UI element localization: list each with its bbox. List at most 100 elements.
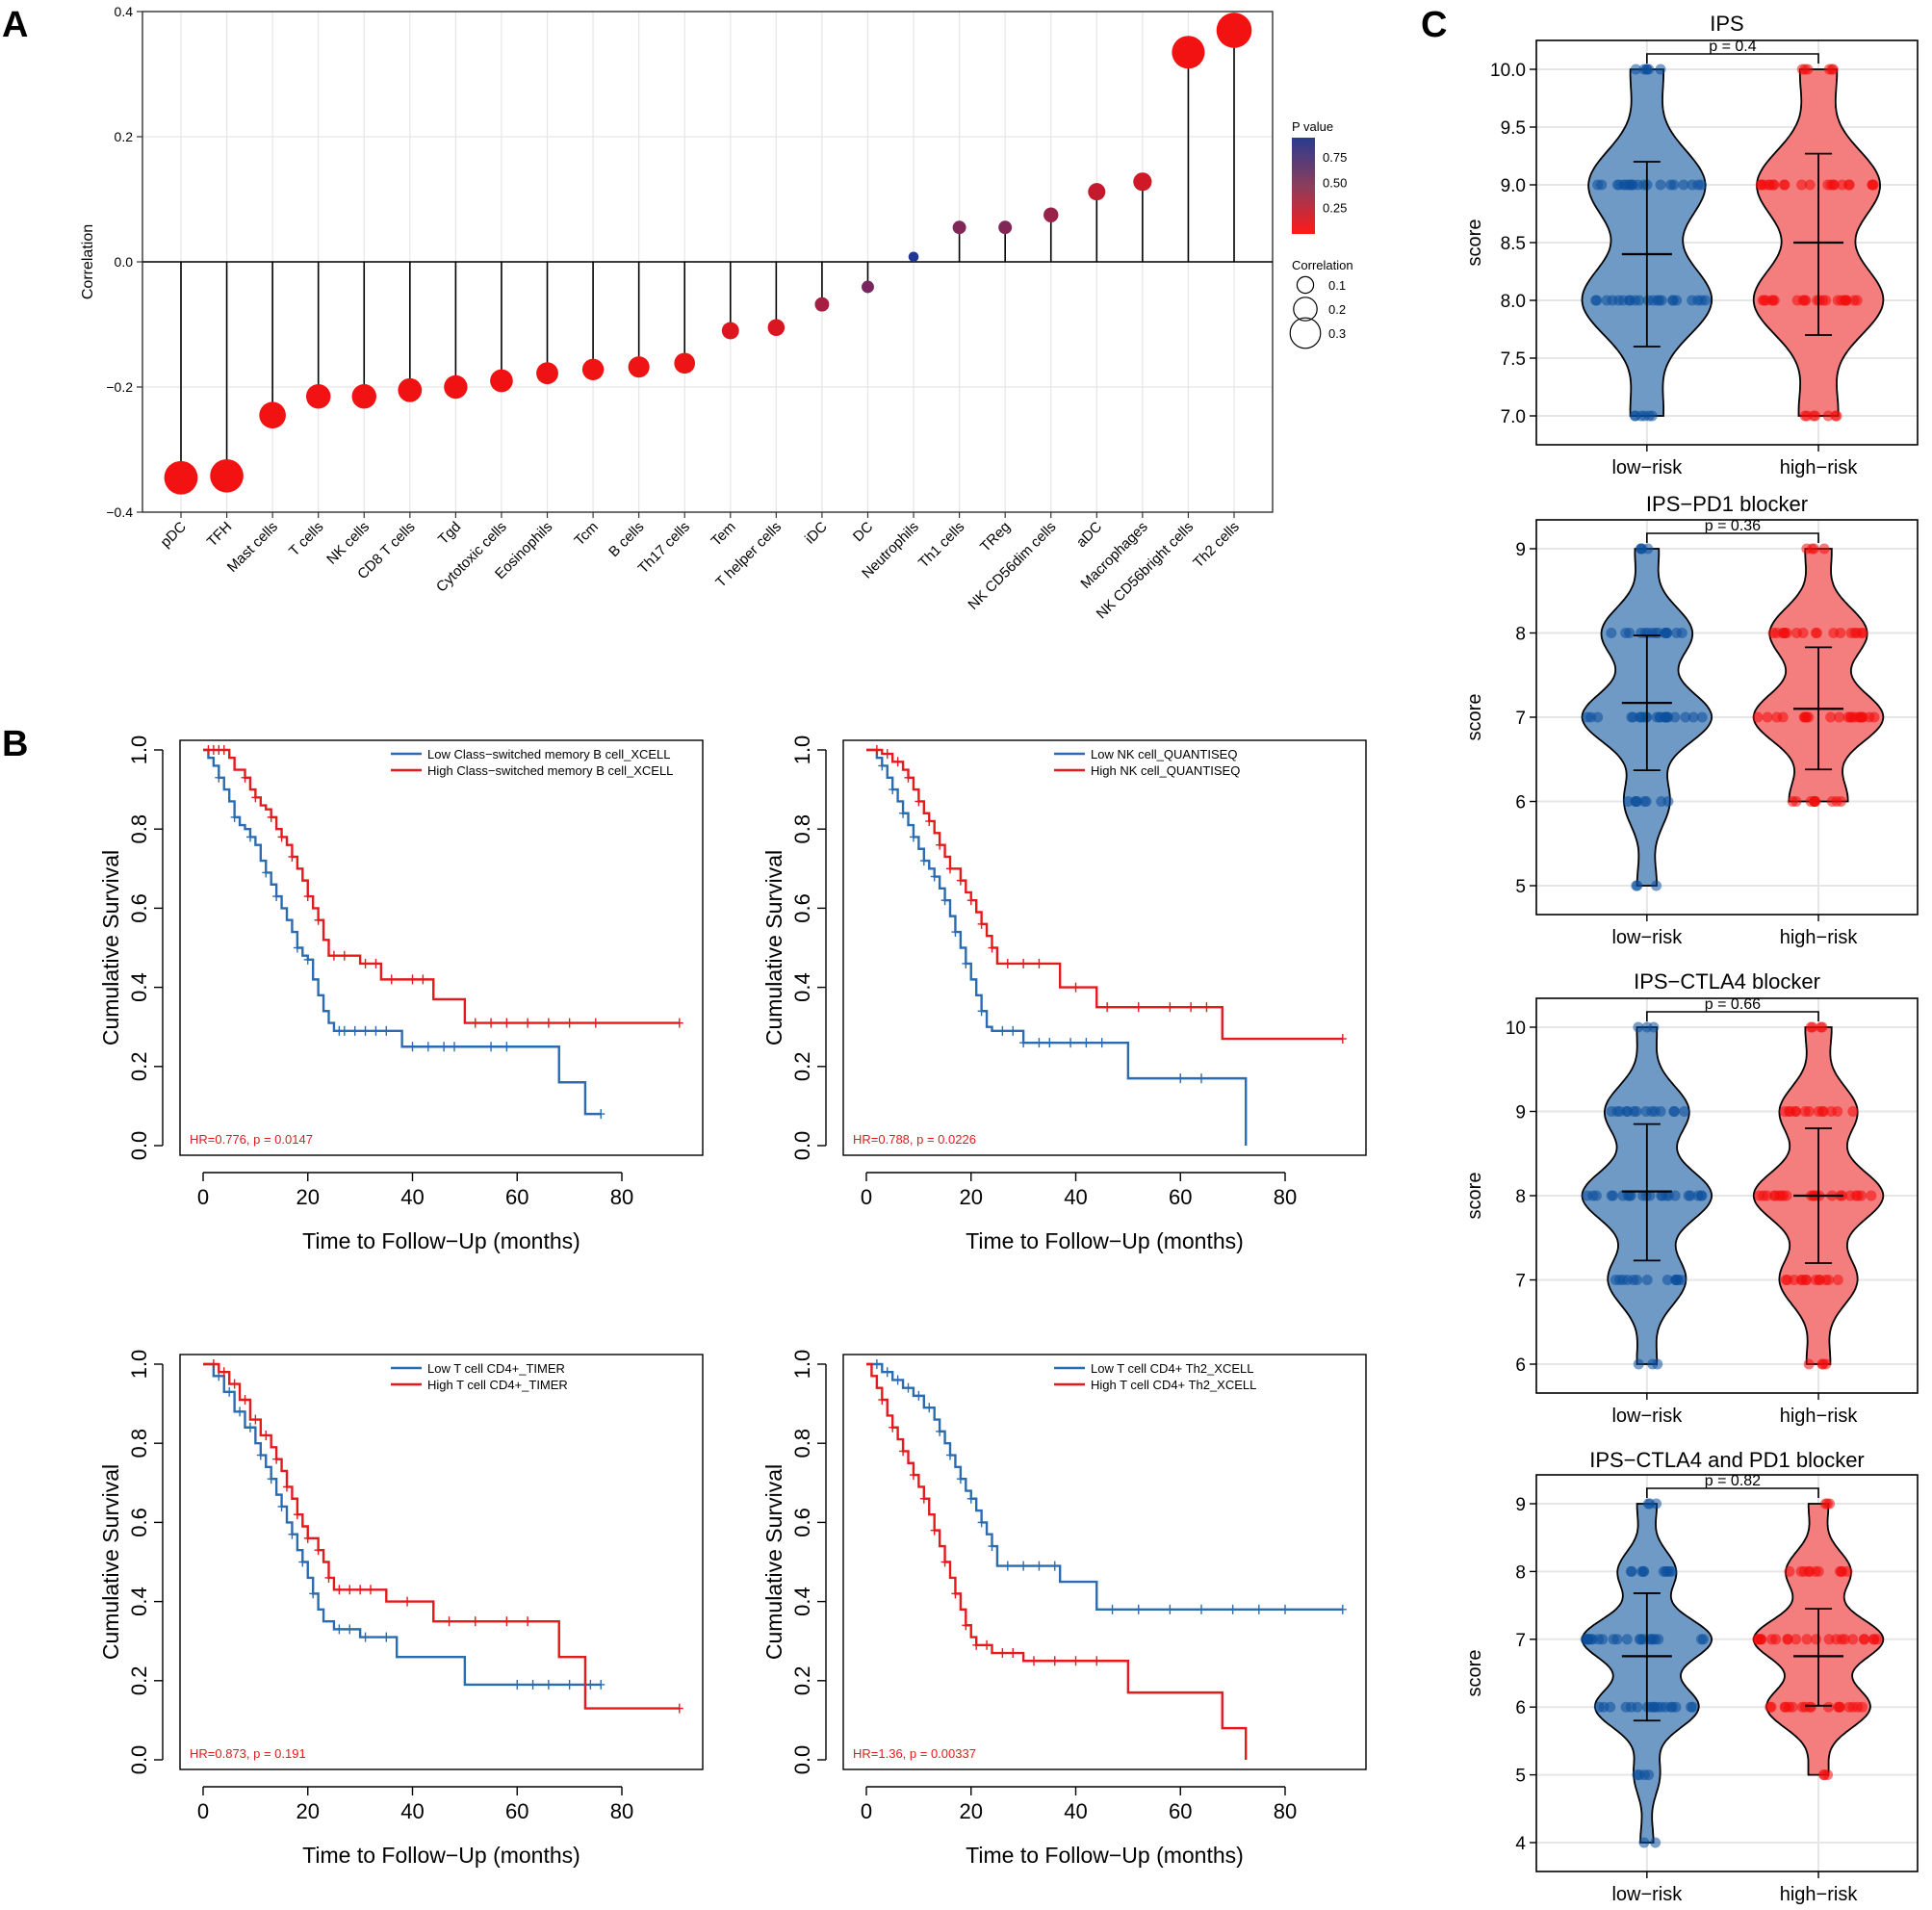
lollipop-dot xyxy=(164,460,198,495)
jitter-point xyxy=(1679,1106,1690,1117)
jitter-point xyxy=(1858,1634,1869,1645)
y-tick-label: 0.6 xyxy=(790,893,814,923)
y-tick-label: 7 xyxy=(1515,709,1526,729)
jitter-point xyxy=(1757,295,1768,306)
jitter-point xyxy=(1765,1701,1776,1713)
y-tick-label: 0.6 xyxy=(790,1508,814,1537)
jitter-point xyxy=(1789,1275,1800,1285)
hr-annotation: HR=0.788, p = 0.0226 xyxy=(853,1132,976,1147)
p-bracket xyxy=(1646,1011,1819,1021)
jitter-point xyxy=(1678,179,1689,191)
y-tick-label: 7 xyxy=(1515,1272,1526,1292)
lollipop-dot xyxy=(305,384,331,409)
jitter-point xyxy=(1832,1275,1843,1285)
jitter-point xyxy=(1802,64,1814,75)
km-curve-high xyxy=(203,1362,680,1710)
y-tick-label: 0.4 xyxy=(127,1587,151,1616)
lollipop-dot xyxy=(1088,183,1106,201)
jitter-point xyxy=(1611,1634,1623,1645)
jitter-point xyxy=(1591,295,1603,306)
jitter-point xyxy=(1767,628,1779,638)
y-tick-label: 8.5 xyxy=(1501,234,1526,254)
jitter-point xyxy=(1767,179,1779,191)
jitter-point xyxy=(1796,1701,1808,1713)
pvalue-legend: P value 0.75 0.50 0.25 xyxy=(1292,119,1347,234)
pvalue-legend-title: P value xyxy=(1292,119,1333,134)
jitter-point xyxy=(1606,1190,1617,1201)
jitter-point xyxy=(1811,1634,1822,1645)
y-tick-label: 0.2 xyxy=(115,129,134,144)
y-tick-label: 0.0 xyxy=(127,1745,151,1775)
x-tick-label: 40 xyxy=(400,1185,424,1209)
y-tick-label: 6 xyxy=(1515,1355,1526,1376)
y-tick-label: −0.2 xyxy=(106,379,133,395)
y-axis-title: Cumulative Survival xyxy=(98,850,123,1045)
jitter-point xyxy=(1612,295,1624,306)
jitter-point xyxy=(1771,711,1783,723)
lollipop-dot xyxy=(862,280,874,294)
jitter-point xyxy=(1842,179,1854,191)
x-tick-label: 20 xyxy=(960,1799,983,1823)
jitter-point xyxy=(1790,628,1802,638)
jitter-point xyxy=(1643,410,1655,422)
x-axis-title: Time to Follow−Up (months) xyxy=(966,1843,1244,1868)
pvalue-legend-label: 0.25 xyxy=(1323,201,1347,216)
jitter-point xyxy=(1804,1565,1816,1577)
jitter-point xyxy=(1754,1190,1765,1201)
y-tick-label: 0.4 xyxy=(790,972,814,1002)
x-axis-title: Time to Follow−Up (months) xyxy=(302,1843,580,1868)
hr-annotation: HR=0.873, p = 0.191 xyxy=(190,1746,306,1761)
y-tick-label: 9 xyxy=(1515,540,1526,560)
x-tick-label: 60 xyxy=(505,1185,528,1209)
jitter-point xyxy=(1847,1701,1859,1713)
jitter-point xyxy=(1627,179,1638,191)
jitter-point xyxy=(1810,1275,1821,1285)
x-tick-label: 20 xyxy=(960,1185,983,1209)
y-tick-label: 6 xyxy=(1515,1698,1526,1718)
jitter-point xyxy=(1658,1565,1669,1577)
x-tick-label: low−risk xyxy=(1611,457,1683,478)
y-tick-label: 5 xyxy=(1515,877,1526,897)
y-tick-label: 0.8 xyxy=(127,814,151,844)
plot-frame xyxy=(842,739,1367,1156)
jitter-point xyxy=(1825,179,1837,191)
jitter-point xyxy=(1610,1275,1621,1285)
jitter-point xyxy=(1823,1701,1835,1713)
x-tick-label: high−risk xyxy=(1780,457,1859,478)
lollipop-dot xyxy=(628,356,650,378)
jitter-point xyxy=(1820,1275,1832,1285)
x-tick-label: 60 xyxy=(505,1799,528,1823)
jitter-point xyxy=(1624,628,1636,638)
jitter-point xyxy=(1639,628,1651,638)
jitter-point xyxy=(1638,1565,1650,1577)
lollipop-dot xyxy=(1043,207,1059,222)
km-curve-high xyxy=(203,748,680,1024)
jitter-point xyxy=(1834,1565,1845,1577)
jitter-point xyxy=(1656,796,1667,807)
p-bracket xyxy=(1646,53,1819,64)
x-tick-label: NK CD56dim cells xyxy=(965,519,1059,613)
jitter-point xyxy=(1687,1701,1698,1713)
jitter-point xyxy=(1756,1634,1767,1645)
jitter-point xyxy=(1660,628,1671,638)
jitter-point xyxy=(1687,711,1699,723)
jitter-point xyxy=(1800,711,1812,723)
jitter-point xyxy=(1640,64,1652,75)
y-axis-title: score xyxy=(1464,1650,1485,1697)
violin-title: IPS−CTLA4 blocker xyxy=(1634,969,1820,994)
x-tick-label: aDC xyxy=(1073,519,1105,551)
jitter-point xyxy=(1790,1634,1802,1645)
x-tick-label: 80 xyxy=(1274,1185,1297,1209)
y-tick-label: 0.4 xyxy=(115,4,134,19)
y-tick-label: 8 xyxy=(1515,1562,1526,1583)
jitter-point xyxy=(1831,796,1842,807)
jitter-point xyxy=(1680,711,1691,723)
jitter-point xyxy=(1752,711,1764,723)
y-tick-label: 10 xyxy=(1506,1019,1526,1039)
jitter-point xyxy=(1803,1358,1815,1370)
plot-frame xyxy=(179,1354,704,1770)
jitter-point xyxy=(1621,1634,1633,1645)
p-bracket xyxy=(1646,532,1819,543)
y-tick-label: 0.8 xyxy=(790,814,814,844)
